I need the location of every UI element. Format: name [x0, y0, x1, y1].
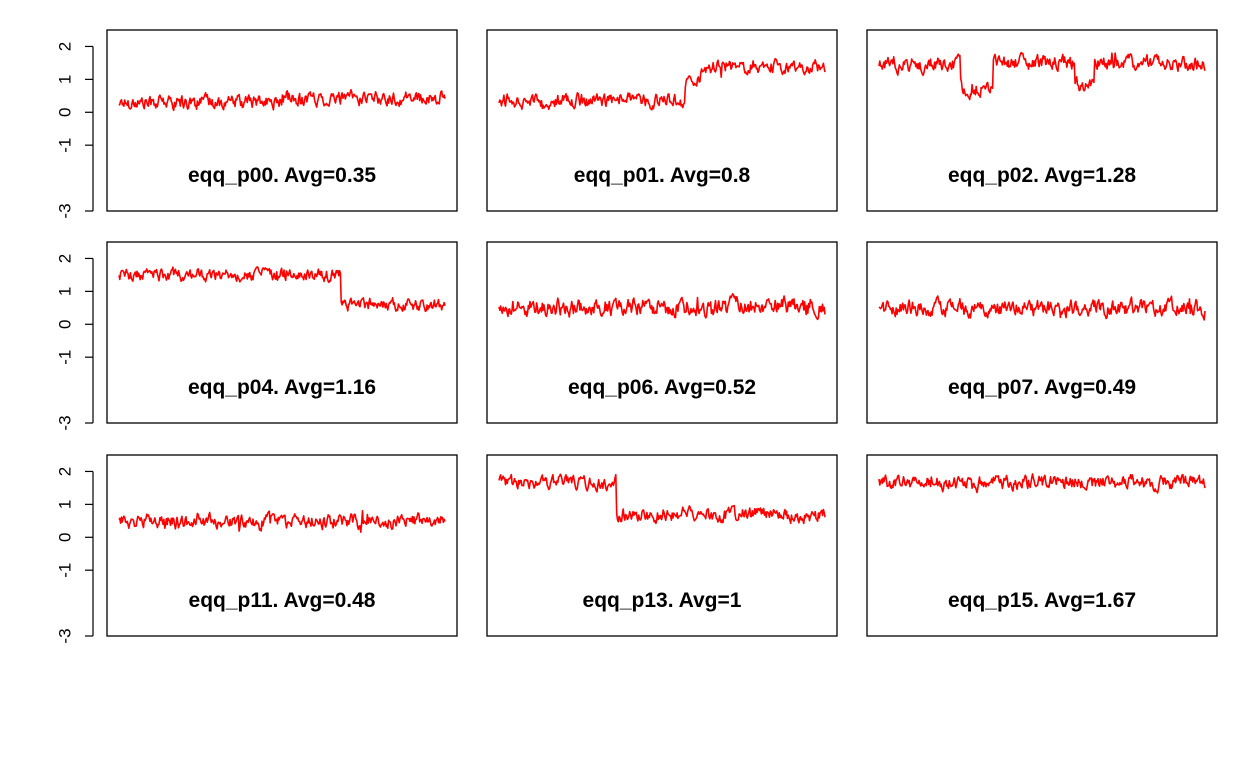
panel-frame	[106, 29, 458, 212]
panel-frame	[866, 454, 1218, 637]
panel-frame	[866, 29, 1218, 212]
series-line-eqq_p01	[498, 57, 826, 111]
panel-frame	[486, 241, 838, 424]
panel-title: eqq_p15. Avg=1.67	[948, 589, 1136, 612]
series-line-eqq_p06	[498, 292, 826, 321]
series-line-eqq_p13	[498, 473, 826, 525]
y-tick-label: -3	[56, 203, 75, 218]
y-tick-label: -3	[56, 415, 75, 430]
panel-eqq_p04: eqq_p04. Avg=1.16 2 1 0 -1 -3	[56, 241, 458, 431]
panel-eqq_p15: eqq_p15. Avg=1.67	[866, 454, 1218, 637]
series-line-eqq_p15	[878, 473, 1206, 494]
panel-eqq_p13: eqq_p13. Avg=1	[486, 454, 838, 637]
y-tick-label: -3	[56, 628, 75, 643]
series-line-eqq_p07	[878, 295, 1206, 321]
y-axis: 2 1 0 -1 -3	[56, 254, 94, 431]
panel-title: eqq_p13. Avg=1	[583, 589, 742, 612]
y-tick-label: 2	[56, 254, 75, 263]
y-tick-label: -1	[56, 563, 75, 578]
series-line-eqq_p11	[118, 509, 446, 534]
panel-title: eqq_p04. Avg=1.16	[188, 376, 376, 399]
panel-eqq_p02: eqq_p02. Avg=1.28	[866, 29, 1218, 212]
series-line-eqq_p02	[878, 51, 1206, 101]
y-tick-label: 1	[56, 75, 75, 84]
panel-title: eqq_p02. Avg=1.28	[948, 164, 1136, 187]
y-axis: 2 1 0 -1 -3	[56, 42, 94, 219]
panel-eqq_p06: eqq_p06. Avg=0.52	[486, 241, 838, 424]
panel-frame	[486, 454, 838, 637]
panel-eqq_p00: eqq_p00. Avg=0.35 2 1 0 -1 -3	[56, 29, 458, 219]
panel-title: eqq_p06. Avg=0.52	[568, 376, 756, 399]
panel-title: eqq_p00. Avg=0.35	[188, 164, 376, 187]
panel-eqq_p11: eqq_p11. Avg=0.48 2 1 0 -1 -3	[56, 454, 458, 644]
y-tick-label: 2	[56, 42, 75, 51]
y-tick-label: 0	[56, 320, 75, 329]
y-tick-label: -1	[56, 350, 75, 365]
panel-frame	[106, 454, 458, 637]
panel-frame	[106, 241, 458, 424]
panel-title: eqq_p01. Avg=0.8	[574, 164, 751, 187]
panel-frame	[866, 241, 1218, 424]
panels-group: eqq_p00. Avg=0.35 2 1 0 -1 -3 eqq_p01. Avg=0.8…	[56, 29, 1218, 644]
panel-title: eqq_p11. Avg=0.48	[189, 589, 376, 612]
panel-eqq_p01: eqq_p01. Avg=0.8	[486, 29, 838, 212]
panel-title: eqq_p07. Avg=0.49	[948, 376, 1136, 399]
series-line-eqq_p00	[118, 88, 446, 112]
y-tick-label: 0	[56, 108, 75, 117]
y-axis: 2 1 0 -1 -3	[56, 467, 94, 644]
panel-eqq_p07: eqq_p07. Avg=0.49	[866, 241, 1218, 424]
y-tick-label: 1	[56, 500, 75, 509]
panel-frame	[486, 29, 838, 212]
y-tick-label: 0	[56, 533, 75, 542]
y-tick-label: -1	[56, 138, 75, 153]
y-tick-label: 2	[56, 467, 75, 476]
series-line-eqq_p04	[118, 266, 446, 313]
y-tick-label: 1	[56, 287, 75, 296]
